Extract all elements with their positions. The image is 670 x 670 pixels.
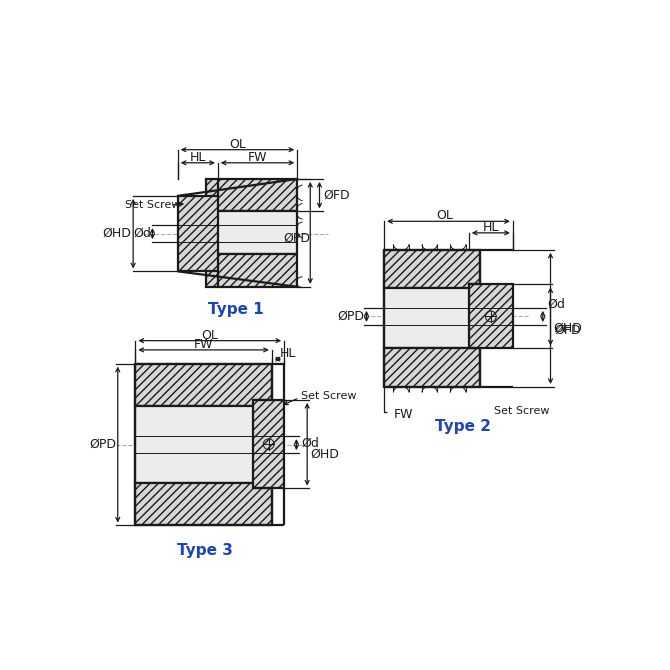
Text: Set Screw: Set Screw — [301, 391, 356, 401]
Text: ØFD: ØFD — [554, 324, 581, 336]
Text: Type 1: Type 1 — [208, 302, 263, 318]
Bar — [178, 196, 218, 271]
Text: HL: HL — [482, 221, 499, 234]
Text: ØFD: ØFD — [324, 189, 350, 202]
Text: Set Screw: Set Screw — [125, 200, 181, 210]
Text: FW: FW — [194, 338, 213, 351]
Bar — [206, 211, 297, 255]
Text: FW: FW — [393, 408, 413, 421]
Text: Set Screw: Set Screw — [494, 407, 549, 417]
Bar — [206, 179, 297, 211]
Bar — [384, 348, 480, 387]
Text: OL: OL — [229, 138, 246, 151]
Bar — [253, 400, 284, 488]
Text: HL: HL — [190, 151, 206, 164]
Bar — [135, 406, 272, 483]
Text: OL: OL — [436, 210, 453, 222]
Text: ØHD: ØHD — [553, 322, 582, 335]
Bar — [384, 288, 480, 348]
Text: Ød: Ød — [301, 437, 319, 450]
Text: Type 3: Type 3 — [177, 543, 232, 557]
Bar — [206, 255, 297, 287]
Bar — [469, 285, 513, 348]
Text: Ød: Ød — [133, 227, 151, 240]
Text: Ød: Ød — [547, 297, 565, 311]
Text: ØHD: ØHD — [310, 448, 339, 460]
Bar — [135, 364, 272, 406]
Text: ØPD: ØPD — [89, 438, 116, 451]
Text: FW: FW — [248, 151, 267, 164]
Text: Type 2: Type 2 — [435, 419, 490, 434]
Text: ØPD: ØPD — [283, 232, 310, 245]
Bar — [135, 483, 272, 525]
Text: HL: HL — [279, 347, 296, 360]
Bar — [384, 250, 480, 288]
Text: ØHD: ØHD — [103, 227, 131, 240]
Text: OL: OL — [202, 329, 218, 342]
Text: ØPD: ØPD — [337, 310, 364, 323]
